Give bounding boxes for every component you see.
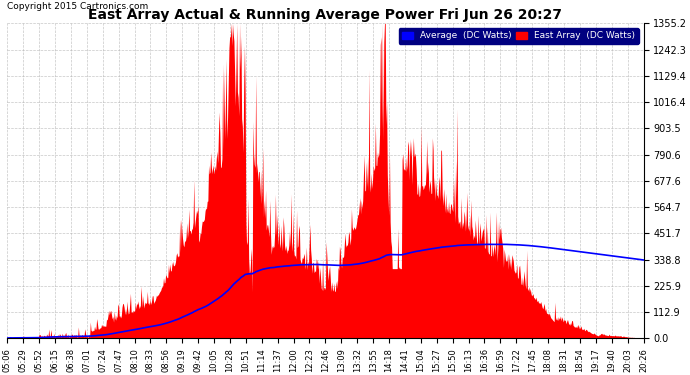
Title: East Array Actual & Running Average Power Fri Jun 26 20:27: East Array Actual & Running Average Powe…: [88, 8, 562, 22]
Text: Copyright 2015 Cartronics.com: Copyright 2015 Cartronics.com: [8, 2, 148, 11]
Legend: Average  (DC Watts), East Array  (DC Watts): Average (DC Watts), East Array (DC Watts…: [399, 28, 639, 44]
